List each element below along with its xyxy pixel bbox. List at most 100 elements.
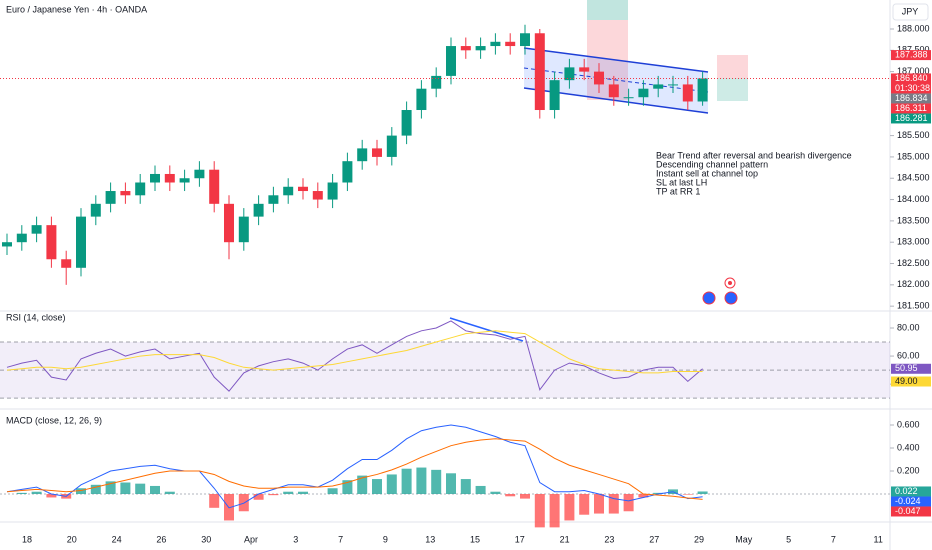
annotation: Descending channel pattern [656, 159, 768, 169]
candle-body [90, 203, 101, 217]
candle-body [135, 182, 146, 196]
price-label: 186.834 [895, 93, 928, 103]
target-zone [717, 78, 748, 101]
divergence-line [449, 317, 524, 342]
macd-value: -0.024 [895, 496, 921, 506]
rsi-line [6, 330, 703, 374]
macd-value: 0.022 [895, 486, 918, 496]
rsi-value-box [891, 363, 931, 374]
x-tick-label: 15 [470, 534, 480, 544]
macd-histogram-bar [46, 494, 57, 498]
candle-body [194, 169, 205, 179]
x-tick-label: 9 [383, 534, 388, 544]
candle-body [579, 67, 590, 72]
macd-histogram-bar [416, 467, 427, 495]
macd-histogram-bar [209, 494, 220, 508]
rsi-value: 50.95 [895, 363, 918, 373]
price-label-box [891, 93, 931, 104]
macd-histogram-bar [283, 491, 294, 495]
y-tick-label: 0.600 [897, 419, 920, 429]
price-label-box [891, 103, 931, 114]
candle-body [209, 169, 220, 204]
macd-histogram-bar [135, 483, 146, 495]
candle-body [564, 67, 575, 81]
macd-histogram-bar [76, 488, 86, 495]
candle-body [594, 71, 604, 85]
candle-body [150, 173, 160, 183]
event-icon[interactable] [724, 291, 738, 305]
macd-histogram-bar [608, 494, 619, 514]
y-tick-label: 0.400 [897, 442, 920, 452]
macd-line [6, 424, 703, 509]
macd-histogram-bar [342, 480, 353, 495]
x-tick-label: 20 [67, 534, 77, 544]
y-tick-label: 181.500 [897, 301, 930, 311]
x-tick-label: Apr [244, 534, 258, 544]
candle-body [653, 84, 664, 89]
annotation: TP at RR 1 [656, 186, 700, 196]
macd-title: MACD (close, 12, 26, 9) [6, 415, 102, 425]
candle-body [120, 191, 131, 196]
macd-histogram-bar [520, 494, 530, 499]
x-tick-label: 7 [338, 534, 343, 544]
candle-body [224, 203, 234, 243]
macd-histogram-bar [653, 492, 664, 495]
x-tick-label: 11 [874, 534, 883, 544]
annotation: SL at last LH [656, 177, 707, 187]
macd-histogram-bar [372, 479, 382, 495]
candle-body [179, 178, 190, 183]
x-tick-label: 29 [694, 534, 704, 544]
event-icon[interactable] [702, 291, 716, 305]
rsi-line [6, 320, 703, 392]
candle-body [238, 216, 249, 243]
candle-body [357, 148, 368, 162]
macd-histogram-bar [298, 491, 308, 495]
candle-body [2, 242, 12, 247]
price-label-box [891, 113, 931, 124]
candle-body [520, 33, 530, 47]
currency-box[interactable] [892, 3, 929, 21]
candle-body [327, 182, 338, 200]
x-tick-label: 13 [425, 534, 435, 544]
candle-body [549, 80, 560, 111]
x-tick-label: 17 [515, 534, 525, 544]
x-tick-label: 23 [604, 534, 614, 544]
x-tick-label: 7 [831, 534, 836, 544]
macd-histogram-bar [682, 494, 693, 495]
price-label-box [891, 50, 931, 61]
macd-value-box [891, 506, 931, 517]
macd-histogram-bar [460, 479, 471, 495]
candle-body [105, 191, 116, 204]
event-icon[interactable] [724, 277, 736, 289]
candle-body [682, 84, 693, 102]
y-tick-label: 185.000 [897, 151, 930, 161]
x-tick-label: 27 [649, 534, 659, 544]
price-label-box [891, 73, 931, 94]
channel-top [523, 47, 709, 73]
macd-histogram-bar [594, 494, 604, 514]
candle-body [608, 84, 619, 98]
y-tick-label: 184.000 [897, 194, 930, 204]
candle-body [283, 186, 294, 196]
macd-histogram-bar [253, 494, 264, 500]
countdown: 01:30:38 [895, 83, 930, 93]
y-tick-label: 80.00 [897, 322, 920, 332]
macd-histogram-bar [505, 494, 516, 497]
macd-histogram-bar [564, 494, 575, 521]
x-tick-label: 24 [112, 534, 122, 544]
rsi-value-box [891, 376, 931, 387]
y-tick-label: 182.000 [897, 279, 930, 289]
candle-body [386, 135, 397, 157]
candle-body [638, 88, 649, 98]
rsi-title: RSI (14, close) [6, 312, 66, 322]
candle-body [697, 78, 708, 102]
x-tick-label: 21 [560, 534, 570, 544]
macd-histogram-bar [431, 469, 442, 495]
y-tick-label: 183.000 [897, 237, 930, 247]
price-label: 186.281 [895, 113, 928, 123]
candle-body [164, 173, 175, 183]
annotation: Bear Trend after reversal and bearish di… [656, 150, 852, 160]
candle-body [31, 225, 42, 234]
macd-histogram-bar [386, 474, 397, 495]
